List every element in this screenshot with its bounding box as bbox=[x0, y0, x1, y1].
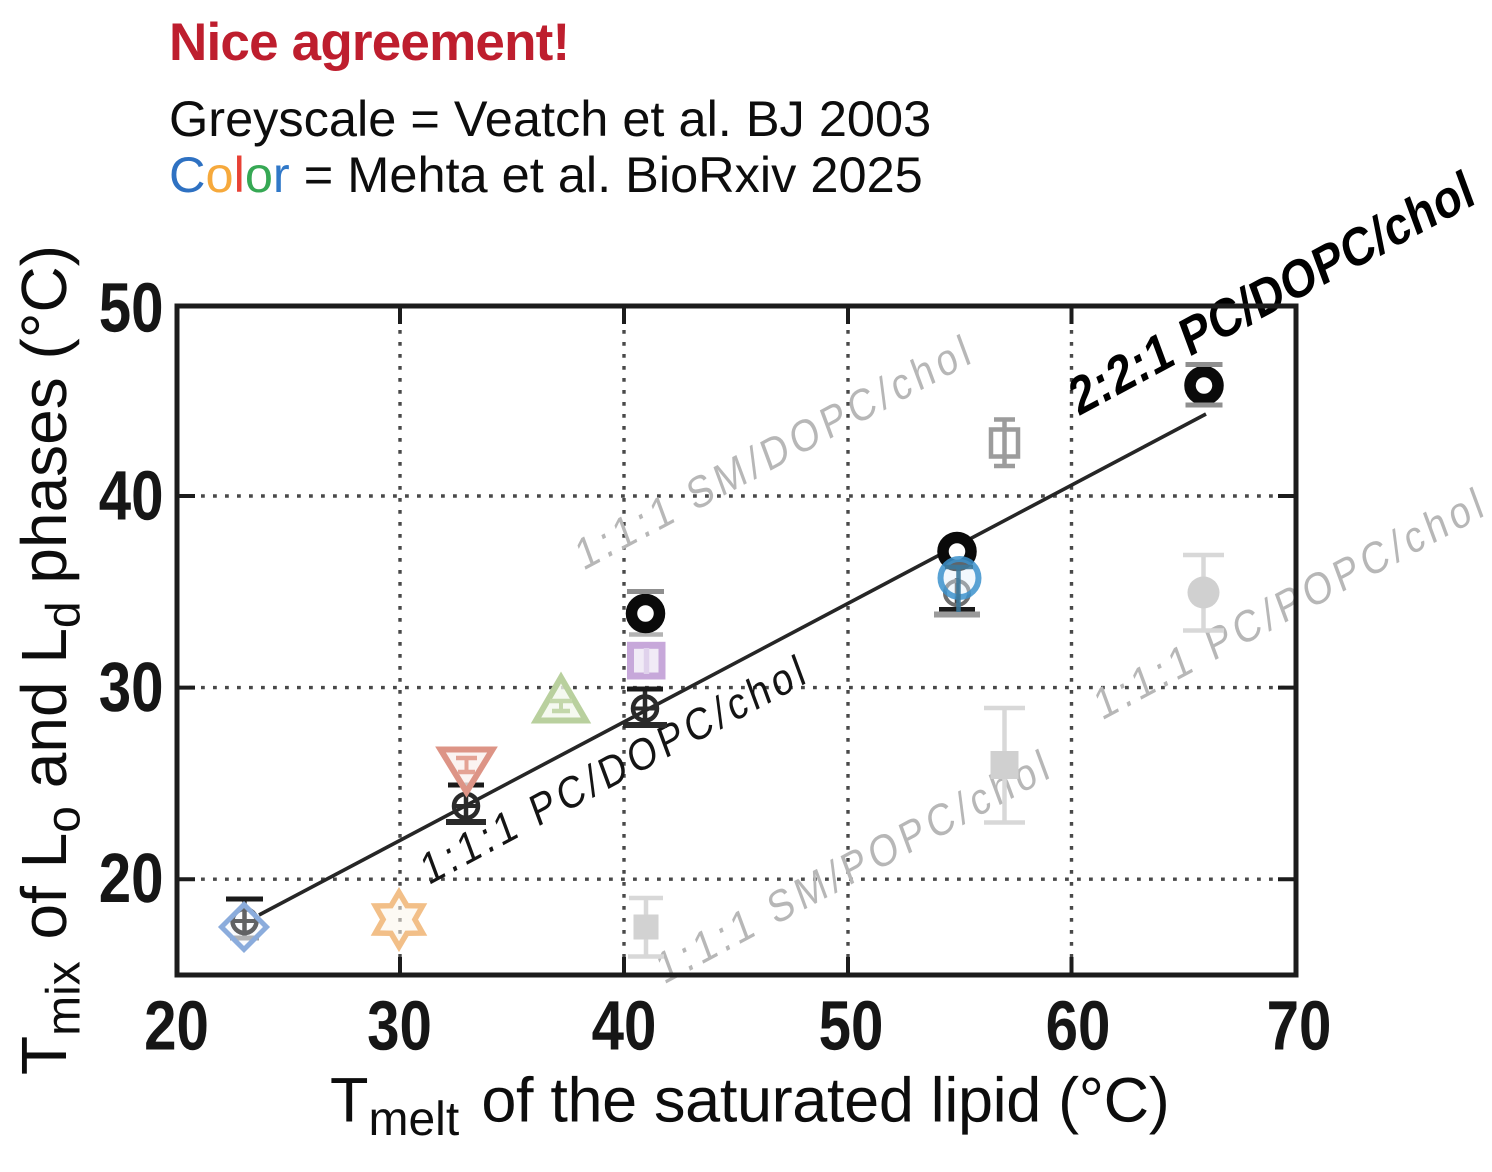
svg-text:40: 40 bbox=[99, 457, 164, 535]
svg-text:1:1:1 PC/POPC/chol: 1:1:1 PC/POPC/chol bbox=[1088, 476, 1492, 730]
svg-text:30: 30 bbox=[367, 987, 432, 1065]
svg-text:1:1:1 SM/DOPC/chol: 1:1:1 SM/DOPC/chol bbox=[569, 323, 980, 580]
svg-text:40: 40 bbox=[592, 987, 657, 1065]
svg-text:50: 50 bbox=[819, 987, 884, 1065]
svg-text:Tmix of Lo and Ld phases (°C): Tmix of Lo and Ld phases (°C) bbox=[8, 245, 90, 1075]
svg-text:60: 60 bbox=[1046, 987, 1111, 1065]
svg-text:20: 20 bbox=[99, 839, 164, 917]
svg-text:50: 50 bbox=[99, 269, 164, 347]
svg-text:2:2:1 PC/DOPC/chol: 2:2:1 PC/DOPC/chol bbox=[1062, 159, 1482, 428]
svg-text:30: 30 bbox=[99, 648, 164, 726]
svg-text:70: 70 bbox=[1267, 987, 1332, 1065]
svg-text:20: 20 bbox=[144, 987, 209, 1065]
svg-text:Tmelt of the saturated lipid (: Tmelt of the saturated lipid (°C) bbox=[330, 1066, 1169, 1146]
